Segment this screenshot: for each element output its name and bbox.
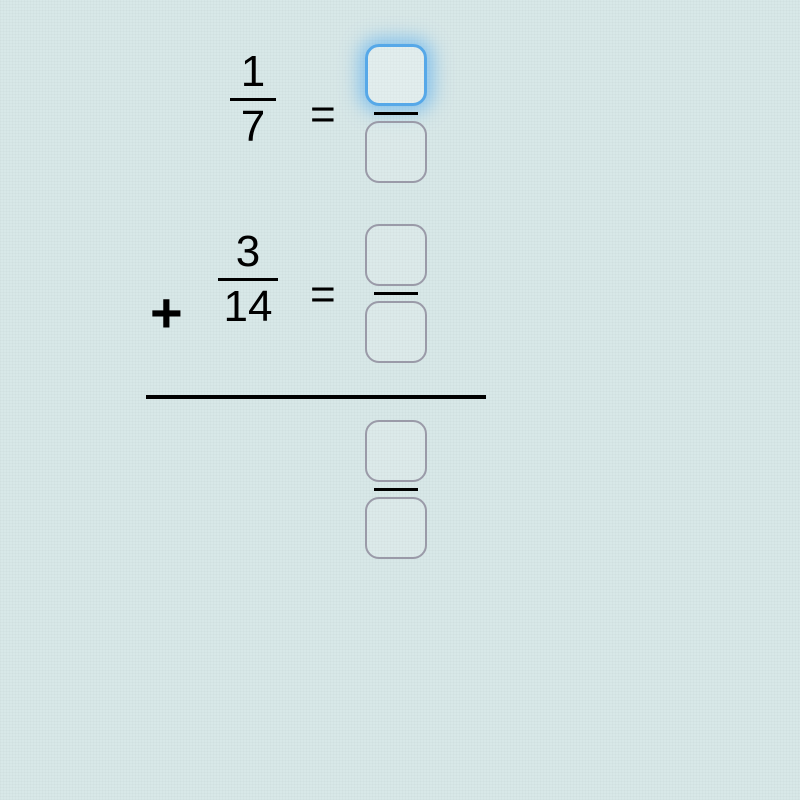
fraction-1-denominator: 7: [241, 101, 265, 149]
fraction-2-denominator: 14: [224, 281, 273, 329]
plus-sign: +: [150, 280, 183, 345]
input-eq1-denominator[interactable]: [365, 121, 427, 183]
fraction-1-left: 1 7: [230, 50, 276, 149]
fraction-1-right: [365, 44, 427, 183]
equals-sign-1: =: [310, 90, 336, 140]
input-eq2-numerator[interactable]: [365, 224, 427, 286]
fraction-2-right: [365, 224, 427, 363]
input-answer-denominator[interactable]: [365, 497, 427, 559]
equals-sign-2: =: [310, 270, 336, 320]
fraction-1-right-bar: [374, 112, 418, 115]
answer-fraction-bar: [374, 488, 418, 491]
input-answer-numerator[interactable]: [365, 420, 427, 482]
input-eq2-denominator[interactable]: [365, 301, 427, 363]
fraction-1-numerator: 1: [241, 50, 265, 98]
fraction-2-numerator: 3: [236, 230, 260, 278]
sum-line: [146, 395, 486, 399]
input-eq1-numerator[interactable]: [365, 44, 427, 106]
fraction-2-right-bar: [374, 292, 418, 295]
answer-fraction: [365, 420, 427, 559]
fraction-2-left: 3 14: [218, 230, 278, 329]
